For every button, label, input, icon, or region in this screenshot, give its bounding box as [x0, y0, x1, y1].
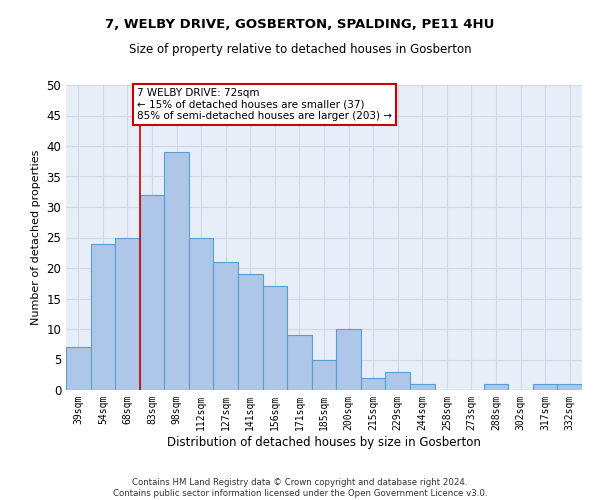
Bar: [238, 274, 263, 390]
Bar: [115, 238, 140, 390]
Bar: [214, 262, 238, 390]
Bar: [91, 244, 115, 390]
Bar: [312, 360, 336, 390]
X-axis label: Distribution of detached houses by size in Gosberton: Distribution of detached houses by size …: [167, 436, 481, 448]
Bar: [533, 384, 557, 390]
Bar: [557, 384, 582, 390]
Bar: [410, 384, 434, 390]
Bar: [66, 348, 91, 390]
Bar: [140, 195, 164, 390]
Bar: [263, 286, 287, 390]
Bar: [287, 335, 312, 390]
Text: 7 WELBY DRIVE: 72sqm
← 15% of detached houses are smaller (37)
85% of semi-detac: 7 WELBY DRIVE: 72sqm ← 15% of detached h…: [137, 88, 392, 121]
Bar: [484, 384, 508, 390]
Bar: [336, 329, 361, 390]
Bar: [361, 378, 385, 390]
Text: Contains HM Land Registry data © Crown copyright and database right 2024.
Contai: Contains HM Land Registry data © Crown c…: [113, 478, 487, 498]
Bar: [189, 238, 214, 390]
Text: 7, WELBY DRIVE, GOSBERTON, SPALDING, PE11 4HU: 7, WELBY DRIVE, GOSBERTON, SPALDING, PE1…: [106, 18, 494, 30]
Y-axis label: Number of detached properties: Number of detached properties: [31, 150, 41, 325]
Text: Size of property relative to detached houses in Gosberton: Size of property relative to detached ho…: [128, 42, 472, 56]
Bar: [385, 372, 410, 390]
Bar: [164, 152, 189, 390]
